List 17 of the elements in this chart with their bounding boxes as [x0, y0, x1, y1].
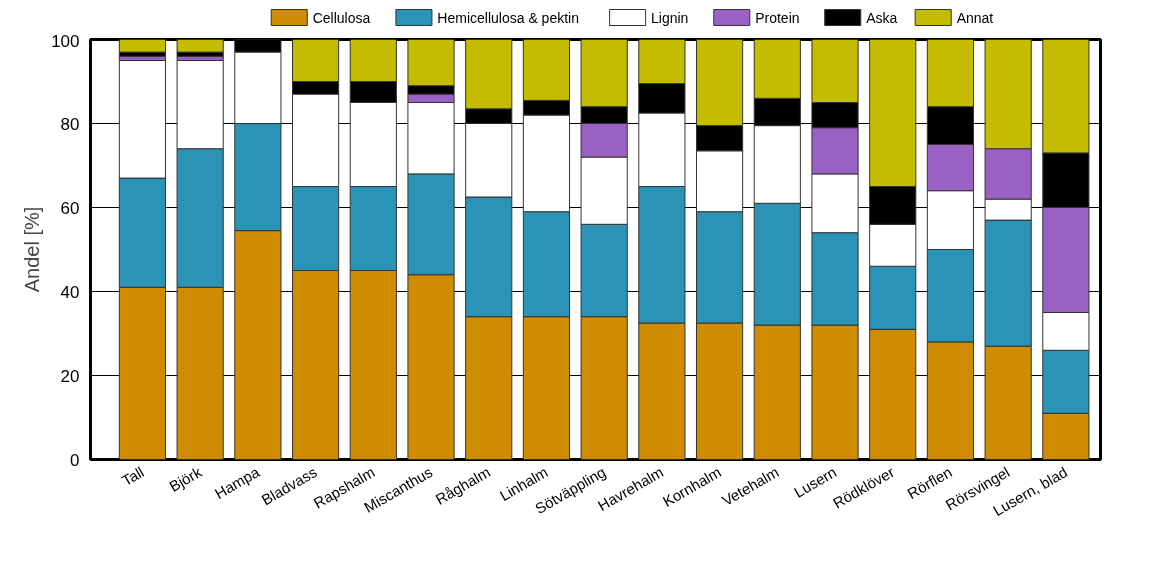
x-tick-label: Björk	[166, 462, 205, 495]
legend-label: Hemicellulosa & pektin	[437, 9, 579, 26]
legend-label: Annat	[956, 9, 994, 26]
legend-label: Lignin	[651, 9, 689, 26]
x-tick-label: Tall	[118, 463, 147, 490]
y-tick-label: 80	[60, 114, 80, 134]
bar	[176, 39, 224, 53]
legend-label: Protein	[755, 9, 800, 26]
legend-label: Cellulosa	[312, 9, 371, 26]
legend-label: Aska	[866, 9, 898, 26]
y-tick-label: 100	[51, 31, 80, 51]
y-tick-label: 20	[60, 366, 80, 386]
y-axis-title: Andel [%]	[21, 206, 44, 293]
bar	[118, 39, 167, 53]
y-tick-label: 40	[60, 282, 80, 302]
y-tick-label: 60	[60, 198, 80, 218]
y-tick-label: 0	[70, 450, 80, 470]
